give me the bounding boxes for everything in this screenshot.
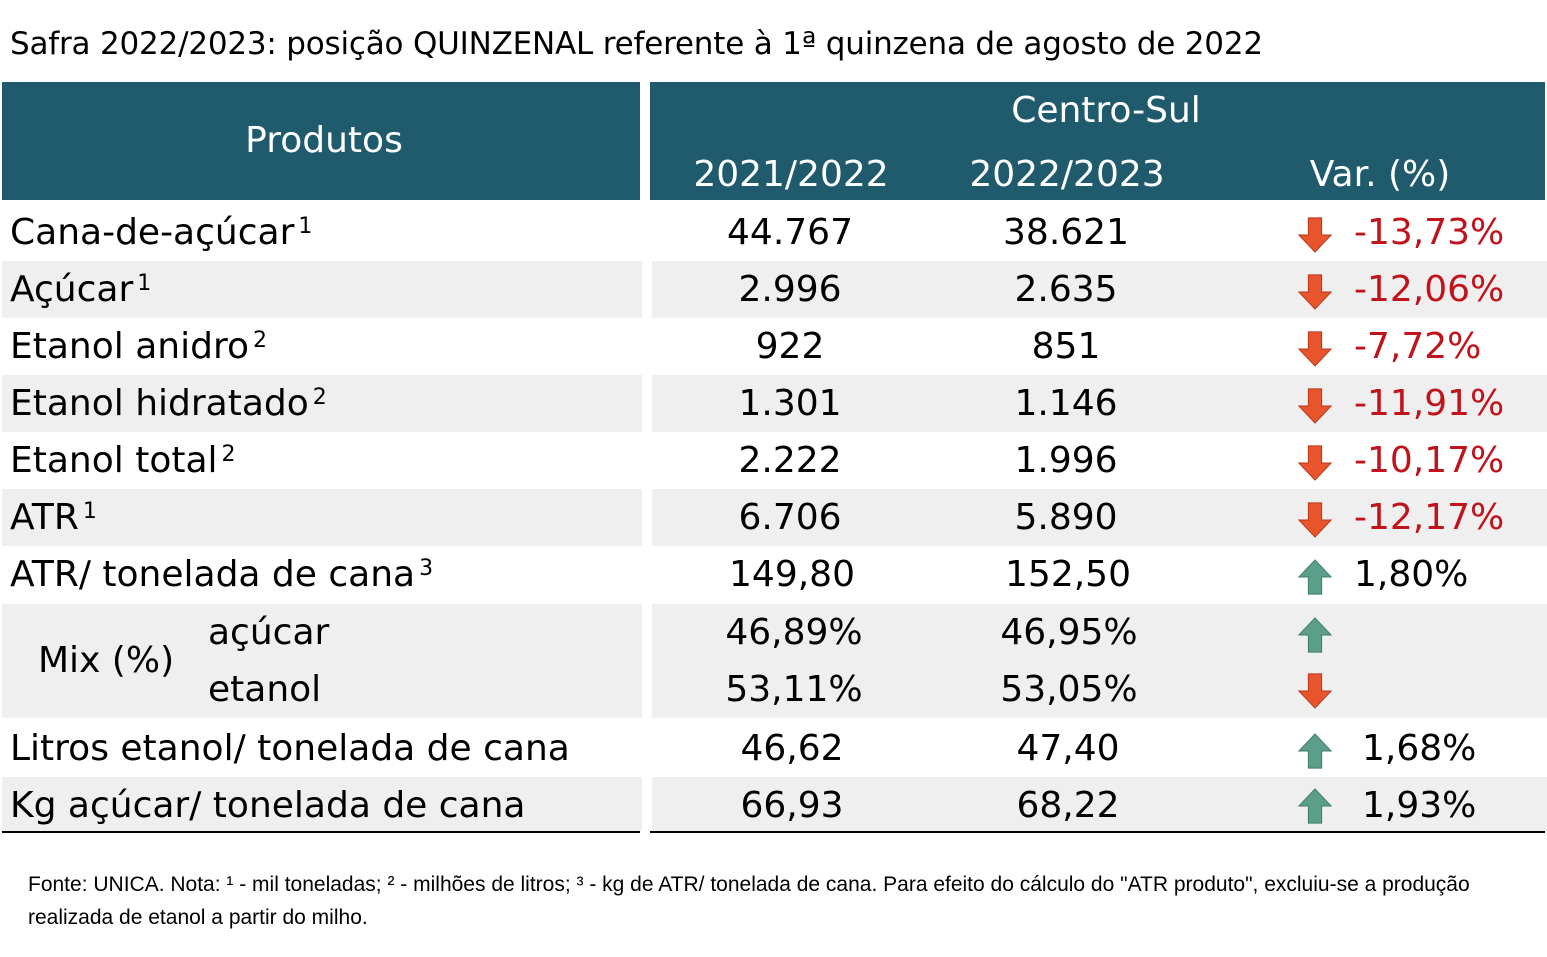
value-2022-2023: 68,22 [1016, 785, 1120, 826]
row-label: Cana-de-açúcar 1 [10, 212, 313, 253]
value-2022-2023: 1.146 [1014, 383, 1118, 424]
row-label: Etanol total 2 [10, 440, 236, 481]
row-label: Etanol hidratado 2 [10, 383, 327, 424]
arrow-down-icon [1297, 673, 1333, 709]
header-col-2022-2023: 2022/2023 [969, 154, 1165, 195]
row-label: ATR/ tonelada de cana 3 [10, 554, 434, 595]
value-var: 1,93% [1362, 785, 1477, 826]
table-title: Safra 2022/2023: posição QUINZENAL refer… [10, 26, 1263, 62]
mix-acucar-2021-2022: 46,89% [725, 612, 863, 653]
table-row: Etanol anidro 2 922 851 -7,72% [2, 318, 1547, 375]
value-var: 1,80% [1354, 554, 1469, 595]
arrow-up-icon [1297, 788, 1333, 824]
value-2021-2022: 2.996 [738, 269, 842, 310]
arrow-down-icon [1297, 274, 1333, 310]
value-2022-2023: 851 [1031, 326, 1101, 367]
value-2021-2022: 2.222 [738, 440, 842, 481]
arrow-up-icon [1297, 617, 1333, 653]
arrow-down-icon [1297, 217, 1333, 253]
header-produtos: Produtos [2, 82, 640, 200]
value-2022-2023: 152,50 [1005, 554, 1131, 595]
value-var: -13,73% [1354, 212, 1505, 253]
row-label: Kg açúcar/ tonelada de cana [10, 785, 526, 826]
value-2022-2023: 38.621 [1003, 212, 1129, 253]
arrow-down-icon [1297, 445, 1333, 481]
value-2021-2022: 44.767 [727, 212, 853, 253]
value-2021-2022: 149,80 [729, 554, 855, 595]
table-row-mix: Mix (%) açúcar 46,89% 46,95% etanol 53,1… [2, 604, 1547, 718]
source-note: Fonte: UNICA. Nota: ¹ - mil toneladas; ²… [28, 873, 1470, 929]
table-row: ATR/ tonelada de cana 3 149,80 152,50 1,8… [2, 546, 1547, 603]
value-2021-2022: 1.301 [738, 383, 842, 424]
mix-etanol-2022-2023: 53,05% [1000, 669, 1138, 710]
row-label: Açúcar 1 [10, 269, 152, 310]
value-2022-2023: 5.890 [1014, 497, 1118, 538]
row-label: Litros etanol/ tonelada de cana [10, 728, 570, 769]
value-var: -11,91% [1354, 383, 1505, 424]
mix-label: Mix (%) [38, 640, 175, 681]
value-2022-2023: 2.635 [1014, 269, 1118, 310]
mix-acucar-2022-2023: 46,95% [1000, 612, 1138, 653]
header-produtos-label: Produtos [245, 120, 403, 161]
arrow-up-icon [1297, 733, 1333, 769]
value-var: -10,17% [1354, 440, 1505, 481]
value-2022-2023: 47,40 [1016, 728, 1120, 769]
mix-acucar-label: açúcar [208, 612, 330, 653]
table-row: Kg açúcar/ tonelada de cana 66,93 68,22 … [2, 777, 1547, 831]
table-row: Açúcar 1 2.996 2.635 -12,06% [2, 261, 1547, 318]
value-2021-2022: 66,93 [740, 785, 844, 826]
header-centro-sul: Centro-Sul 2021/2022 2022/2023 Var. (%) [650, 82, 1545, 200]
table-bottom-rule [2, 831, 640, 833]
table-row: Etanol hidratado 2 1.301 1.146 -11,91% [2, 375, 1547, 432]
value-var: -12,17% [1354, 497, 1505, 538]
header-col-var: Var. (%) [1309, 154, 1451, 195]
value-var: 1,68% [1362, 728, 1477, 769]
value-2021-2022: 922 [755, 326, 825, 367]
table-row: Cana-de-açúcar 1 44.767 38.621 -13,73% [2, 204, 1547, 261]
value-2021-2022: 46,62 [740, 728, 844, 769]
value-2022-2023: 1.996 [1014, 440, 1118, 481]
value-var: -12,06% [1354, 269, 1505, 310]
mix-etanol-2021-2022: 53,11% [725, 669, 863, 710]
table-row: Etanol total 2 2.222 1.996 -10,17% [2, 432, 1547, 489]
value-var: -7,72% [1354, 326, 1482, 367]
mix-etanol-label: etanol [208, 669, 322, 710]
arrow-down-icon [1297, 388, 1333, 424]
header-col-2021-2022: 2021/2022 [693, 154, 889, 195]
table-row: ATR 1 6.706 5.890 -12,17% [2, 489, 1547, 546]
table-bottom-rule [650, 831, 1545, 833]
row-label: Etanol anidro 2 [10, 326, 267, 367]
arrow-up-icon [1297, 559, 1333, 595]
value-2021-2022: 6.706 [738, 497, 842, 538]
arrow-down-icon [1297, 331, 1333, 367]
header-region-label: Centro-Sul [1011, 90, 1201, 131]
table-row: Litros etanol/ tonelada de cana 46,62 47… [2, 720, 1547, 777]
arrow-down-icon [1297, 502, 1333, 538]
row-label: ATR 1 [10, 497, 97, 538]
